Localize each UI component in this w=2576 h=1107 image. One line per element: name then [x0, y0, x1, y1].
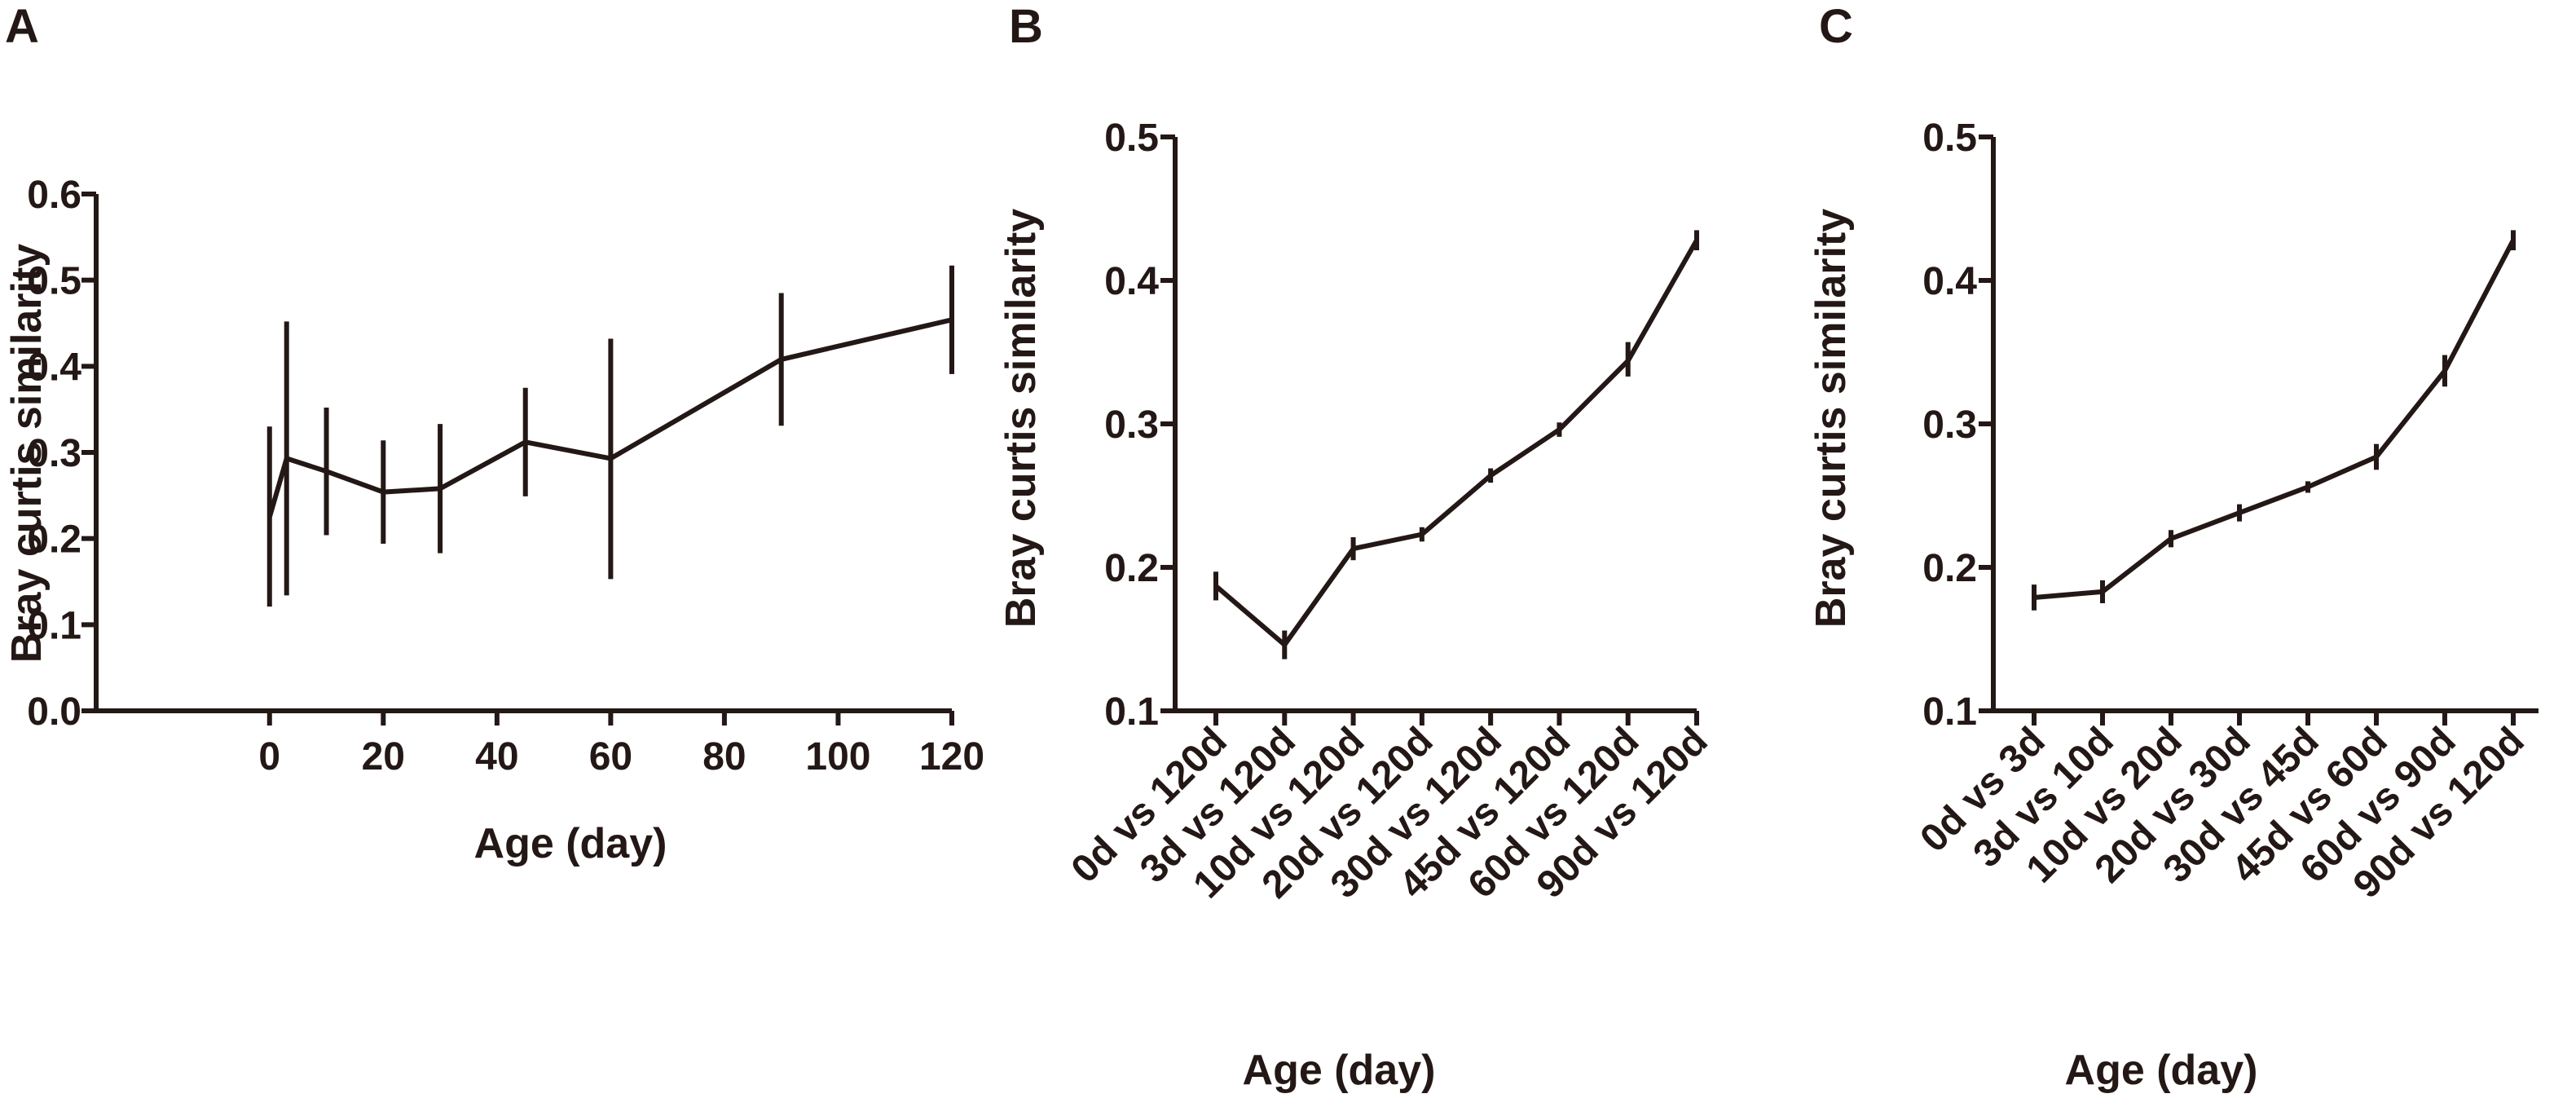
x-tick-label-a: 80	[702, 735, 746, 778]
panel-letter-c: C	[1819, 0, 1853, 53]
x-axis-title-b: Age (day)	[1243, 1047, 1436, 1094]
x-axis-title-c: Age (day)	[2065, 1047, 2258, 1094]
y-tick-label-a: 0.2	[27, 518, 81, 562]
series-line-b	[1214, 239, 1699, 647]
x-tick-label-a: 0	[258, 735, 280, 778]
y-axis-title-c: Bray curtis similarity	[1808, 209, 1855, 628]
x-tick-label-a: 100	[805, 735, 870, 778]
x-tick-label-a: 120	[919, 735, 984, 778]
x-tick-label-a: 40	[475, 735, 518, 778]
y-tick-label-a: 0.3	[27, 432, 81, 475]
y-tick-label-b: 0.3	[1104, 404, 1159, 447]
chart-panel-b: Bray curtis similarity Age (day) 0.1 0.2 0…	[997, 117, 1716, 1094]
panel-letter-b: B	[1009, 0, 1043, 53]
chart-panel-a: Bray curtis similarity Age (day) 0.00.10…	[3, 174, 984, 867]
y-tick-label-a: 0.4	[27, 346, 81, 389]
y-tick-label-b: 0.1	[1104, 690, 1159, 734]
chart-panel-c: Bray curtis similarity Age (day) 0.1 0.2 0…	[1808, 117, 2539, 1094]
series-line-c	[2033, 239, 2516, 600]
y-tick-label-c: 0.2	[1922, 547, 1977, 590]
y-tick-label-b: 0.4	[1104, 260, 1159, 303]
y-tick-label-b: 0.2	[1104, 547, 1159, 590]
y-tick-label-c: 0.4	[1922, 260, 1977, 303]
y-tick-label-a: 0.1	[27, 604, 81, 647]
y-tick-label-a: 0.5	[27, 260, 81, 303]
panel-letter-a: A	[5, 0, 39, 53]
y-axis-title-b: Bray curtis similarity	[997, 209, 1045, 628]
x-tick-label-a: 60	[589, 735, 632, 778]
y-axis-title-a: Bray curtis similarity	[3, 244, 51, 664]
y-tick-label-c: 0.3	[1922, 404, 1977, 447]
y-tick-label-c: 0.1	[1922, 690, 1977, 734]
chart-marks-a: 0.0 0.1 0.2 0.3 0.4 0.5 0.6 0 20 40 60 80 100 120	[27, 174, 984, 778]
x-axis-title-a: Age (day)	[474, 820, 667, 867]
y-tick-label-a: 0.6	[27, 174, 81, 217]
y-tick-label-c: 0.5	[1922, 117, 1977, 160]
y-tick-label-b: 0.5	[1104, 117, 1159, 160]
y-tick-label-a: 0.0	[27, 690, 81, 734]
x-tick-label-a: 20	[362, 735, 405, 778]
